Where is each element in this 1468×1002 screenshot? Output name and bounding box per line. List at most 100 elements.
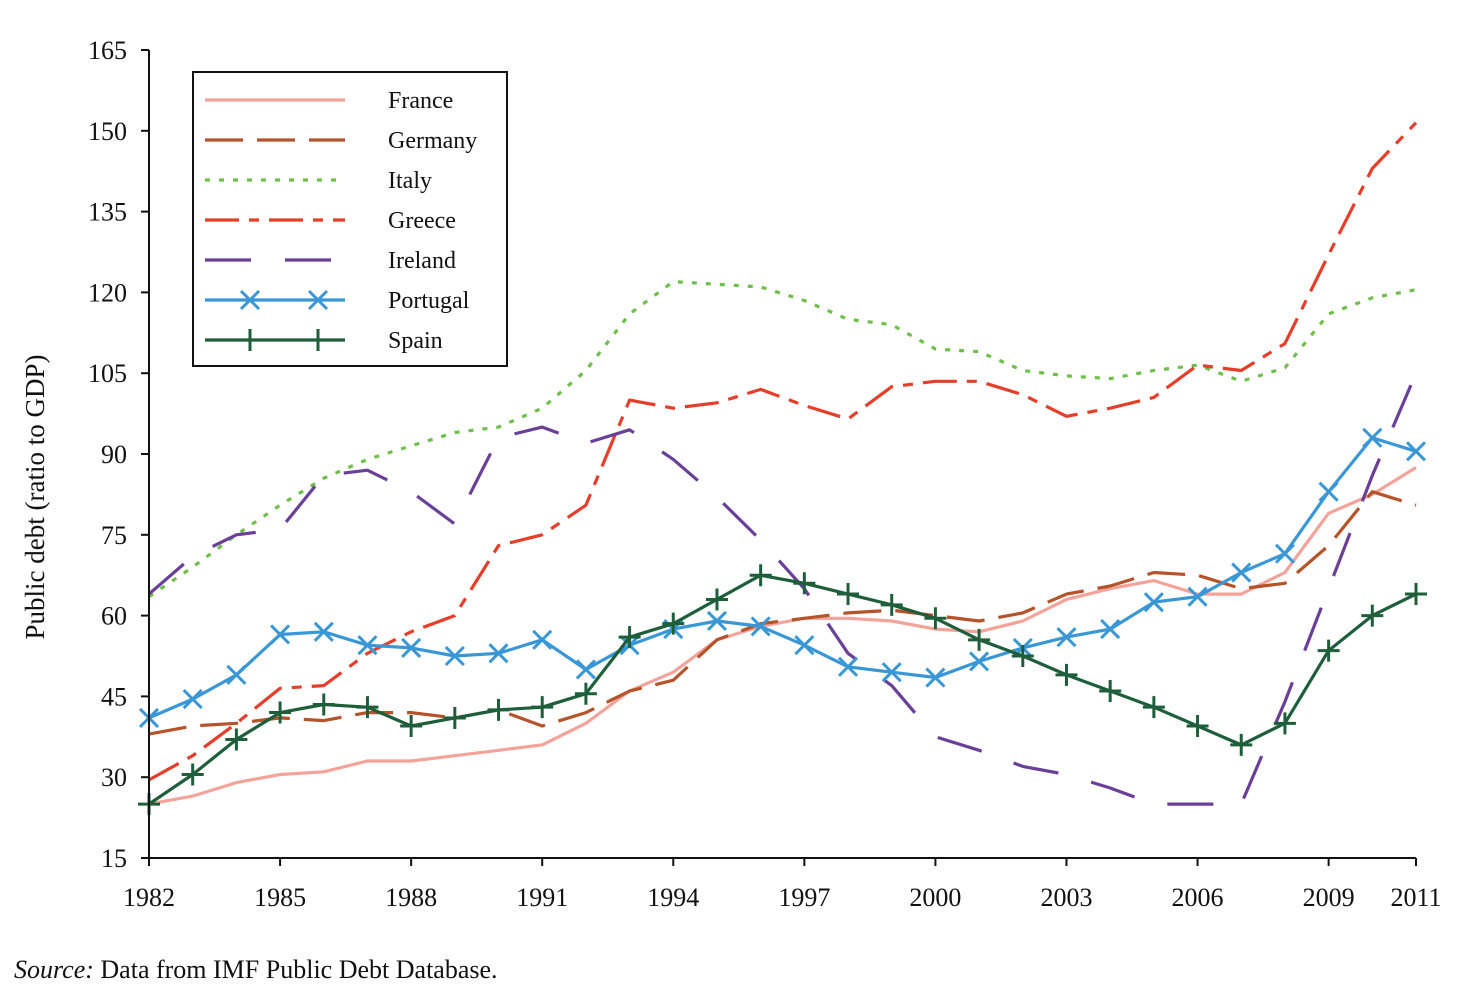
data-point-spain-2007 <box>1230 733 1253 756</box>
data-point-portugal-2004 <box>1100 619 1121 640</box>
data-point-portugal-1996 <box>750 616 771 637</box>
legend: France Germany Italy Greece Ireland Portugal S… <box>192 71 508 367</box>
data-point-spain-2008 <box>1273 712 1296 735</box>
data-point-spain-1984 <box>225 728 248 751</box>
data-point-portugal-2009 <box>1318 481 1339 502</box>
x-ticks: 1982 1985 1988 1991 1994 1997 2000 2003 2006 2009… <box>123 858 1442 912</box>
data-point-portugal-2006 <box>1187 586 1208 607</box>
data-point-spain-1989 <box>443 706 466 729</box>
data-point-spain-1993 <box>618 626 641 649</box>
series-line-ireland <box>147 372 1418 806</box>
data-point-portugal-2010 <box>1362 427 1383 448</box>
legend-label-italy: Italy <box>388 168 432 194</box>
y-tick-label-120: 120 <box>88 278 127 307</box>
x-tick-label-1988: 1988 <box>385 883 437 912</box>
legend-label-ireland: Ireland <box>388 248 456 274</box>
x-tick-label-1991: 1991 <box>516 883 568 912</box>
y-tick-label-30: 30 <box>101 763 127 792</box>
data-point-spain-1997 <box>793 572 816 595</box>
source-label: Source: <box>14 955 94 984</box>
legend-label-spain: Spain <box>388 328 443 354</box>
data-point-spain-2006 <box>1186 715 1209 738</box>
data-point-portugal-1987 <box>357 635 378 656</box>
y-tick-label-75: 75 <box>101 521 127 550</box>
data-point-spain-2005 <box>1142 696 1165 719</box>
data-point-portugal-1992 <box>575 659 596 680</box>
data-point-spain-1996 <box>749 564 772 587</box>
legend-item-portugal: Portugal <box>205 288 470 314</box>
series-line-portugal <box>148 436 1417 720</box>
data-point-portugal-2005 <box>1143 592 1164 613</box>
data-point-portugal-1999 <box>881 662 902 683</box>
series-spain <box>138 564 1427 816</box>
data-point-portugal-1995 <box>706 610 728 632</box>
y-tick-label-105: 105 <box>88 359 127 388</box>
x-tick-label-2003: 2003 <box>1040 883 1092 912</box>
data-point-spain-2004 <box>1099 680 1122 703</box>
legend-box <box>192 71 508 367</box>
data-point-portugal-1989 <box>444 645 465 667</box>
data-point-spain-2003 <box>1055 663 1078 686</box>
data-point-spain-2010 <box>1361 604 1384 627</box>
data-point-spain-1988 <box>400 715 423 738</box>
data-point-portugal-1984 <box>226 664 247 685</box>
source-text: Data from IMF Public Debt Database. <box>93 955 498 984</box>
data-point-spain-2011 <box>1405 583 1427 606</box>
legend-item-ireland: Ireland <box>205 248 456 274</box>
data-point-portugal-2000 <box>925 667 946 688</box>
y-tick-label-60: 60 <box>101 602 127 631</box>
legend-marker-portugal-2 <box>307 289 329 311</box>
series-germany <box>148 490 1417 736</box>
data-point-portugal-1990 <box>488 643 509 664</box>
series-greece <box>148 121 1418 782</box>
data-point-spain-1987 <box>356 696 379 719</box>
legend-marker-spain-1 <box>239 329 261 351</box>
legend-label-germany: Germany <box>388 128 477 154</box>
data-point-portugal-1983 <box>182 689 203 710</box>
y-tick-label-45: 45 <box>101 682 127 711</box>
x-tick-label-2000: 2000 <box>909 883 961 912</box>
y-tick-label-135: 135 <box>88 198 127 227</box>
data-point-spain-1995 <box>705 588 728 611</box>
data-point-portugal-2003 <box>1056 627 1077 648</box>
source-note: Source: Data from IMF Public Debt Databa… <box>14 955 498 985</box>
y-tick-label-150: 150 <box>88 117 127 146</box>
data-point-spain-1983 <box>181 763 204 786</box>
data-point-portugal-2008 <box>1274 543 1295 564</box>
data-point-portugal-1988 <box>401 637 422 658</box>
y-tick-label-15: 15 <box>101 844 127 873</box>
data-point-portugal-1998 <box>837 656 859 677</box>
legend-item-germany: Germany <box>205 128 477 154</box>
series-line-greece <box>148 121 1418 782</box>
legend-label-portugal: Portugal <box>388 288 470 314</box>
x-tick-label-1997: 1997 <box>778 883 830 912</box>
data-point-spain-1992 <box>574 682 597 705</box>
x-tick-label-2006: 2006 <box>1172 883 1224 912</box>
series-line-germany <box>148 490 1417 736</box>
legend-item-spain: Spain <box>205 328 443 354</box>
data-point-spain-1986 <box>312 693 335 716</box>
legend-marker-spain-2 <box>307 329 329 351</box>
legend-item-france: France <box>205 88 453 114</box>
x-tick-label-2009: 2009 <box>1303 883 1355 912</box>
legend-marker-portugal-1 <box>239 289 261 311</box>
y-ticks: 15 30 45 60 75 90 105 120 135 150 165 <box>88 36 149 873</box>
legend-entries: France Germany Italy Greece Ireland Portugal S… <box>205 88 477 354</box>
data-point-spain-1999 <box>880 593 903 616</box>
series-portugal <box>138 427 1427 729</box>
legend-item-greece: Greece <box>205 208 456 234</box>
data-point-portugal-2001 <box>969 651 990 672</box>
data-point-portugal-1985 <box>270 624 291 645</box>
x-tick-label-1985: 1985 <box>254 883 306 912</box>
data-point-spain-2001 <box>968 628 991 651</box>
data-point-spain-1991 <box>531 696 554 719</box>
y-tick-label-165: 165 <box>88 36 127 65</box>
legend-item-italy: Italy <box>205 168 432 194</box>
x-tick-label-2011: 2011 <box>1390 883 1441 912</box>
data-point-portugal-1986 <box>313 621 334 642</box>
x-tick-label-1994: 1994 <box>647 883 699 912</box>
y-axis-title: Public debt (ratio to GDP) <box>20 355 50 640</box>
data-point-portugal-1991 <box>532 629 553 650</box>
data-point-spain-1994 <box>662 612 685 635</box>
